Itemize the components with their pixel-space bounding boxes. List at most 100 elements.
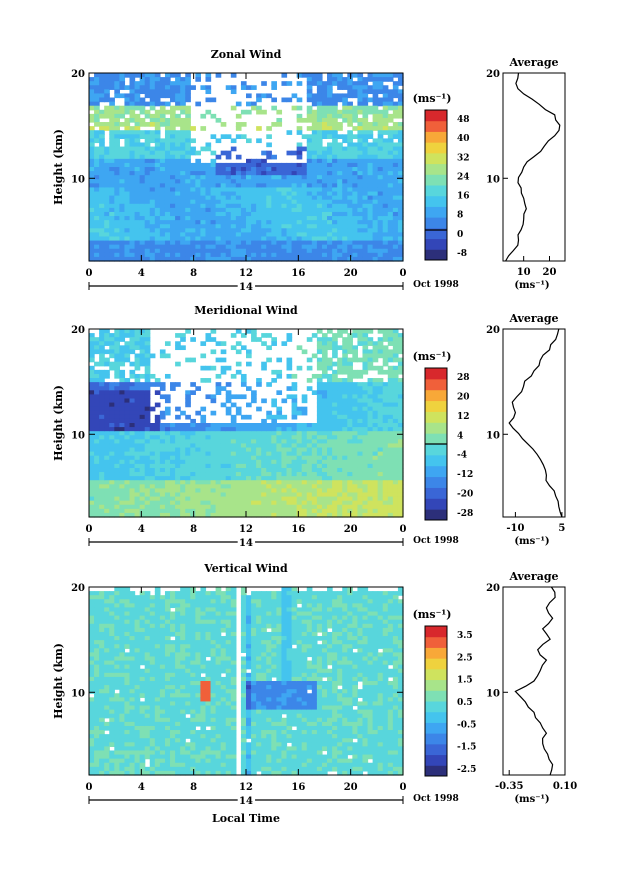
heatmap-cell (94, 476, 100, 481)
heatmap-cell (149, 492, 156, 498)
heatmap-cell (205, 337, 212, 342)
heatmap-cell (99, 211, 105, 217)
heatmap-cell (94, 508, 100, 514)
heatmap-cell (357, 81, 364, 86)
heatmap-cell (327, 361, 333, 367)
heatmap-cell (220, 207, 227, 213)
heatmap-cell (387, 349, 394, 355)
profile-title: Average (508, 312, 558, 325)
heatmap-cell (159, 203, 166, 209)
heatmap-cell (119, 337, 126, 342)
heatmap-cell (210, 467, 217, 473)
heatmap-cell (220, 431, 227, 436)
heatmap-cell (119, 81, 126, 86)
heatmap-cell (377, 134, 384, 139)
heatmap-cell (124, 427, 131, 432)
heatmap-cell (200, 199, 207, 205)
heatmap-cell (104, 504, 110, 510)
heatmap-cell (144, 162, 151, 168)
heatmap-cell (392, 220, 399, 225)
heatmap-cell (195, 179, 202, 184)
heatmap-cell (149, 85, 156, 90)
heatmap-cell (316, 244, 323, 250)
heatmap-cell (352, 349, 359, 355)
heatmap-cell (261, 183, 267, 189)
heatmap-cell (337, 154, 343, 160)
heatmap-cell (94, 101, 100, 107)
heatmap-cell (327, 386, 333, 391)
heatmap-cell (327, 122, 333, 127)
heatmap-cell (342, 484, 348, 489)
heatmap-cell (281, 183, 288, 189)
heatmap-cell (251, 508, 257, 514)
heatmap-cell (337, 431, 343, 436)
heatmap-cell (281, 472, 288, 477)
heatmap-cell (321, 126, 328, 131)
heatmap-cell (291, 203, 298, 209)
heatmap-cell (256, 488, 262, 494)
heatmap-cell (337, 406, 343, 412)
heatmap-cell (205, 427, 212, 432)
heatmap-cell (190, 207, 196, 213)
heatmap-cell (119, 512, 126, 518)
heatmap-cell (276, 167, 283, 172)
heatmap-cell (210, 162, 217, 168)
heatmap-cell (104, 721, 110, 727)
heatmap-cell (256, 423, 262, 428)
heatmap-cell (316, 130, 323, 135)
heatmap-cell (266, 504, 272, 510)
heatmap-cell (109, 591, 115, 596)
heatmap-cell (124, 329, 131, 334)
heatmap-cell (109, 689, 115, 694)
heatmap-cell (159, 508, 166, 514)
heatmap-cell (321, 361, 328, 367)
heatmap-cell (124, 211, 131, 217)
heatmap-cell (367, 365, 374, 371)
heatmap-cell (149, 220, 156, 225)
heatmap-cell (134, 480, 141, 485)
heatmap-cell (311, 476, 318, 481)
heatmap-cell (210, 443, 217, 449)
heatmap-cell (99, 378, 105, 383)
heatmap-cell (301, 175, 308, 180)
heatmap-cell (190, 183, 196, 189)
heatmap-cell (104, 158, 110, 164)
heatmap-cell (382, 73, 389, 78)
heatmap-cell (240, 480, 247, 485)
heatmap-cell (286, 203, 293, 209)
heatmap-cell (119, 154, 126, 160)
heatmap-cell (94, 130, 100, 135)
heatmap-cell (377, 455, 384, 461)
heatmap-cell (205, 333, 212, 338)
heatmap-cell (190, 146, 196, 152)
heatmap-cell (210, 492, 217, 498)
heatmap-cell (124, 353, 131, 359)
heatmap-cell (306, 77, 313, 82)
heatmap-cell (372, 167, 379, 172)
heatmap-cell (357, 512, 364, 518)
day-label: 14 (239, 282, 253, 293)
heatmap-cell (235, 423, 242, 428)
heatmap-cell (129, 236, 136, 242)
heatmap-cell (109, 721, 115, 727)
heatmap-cell (230, 195, 237, 201)
heatmap-cell (89, 256, 95, 262)
heatmap-cell (180, 105, 186, 111)
heatmap-cell (372, 467, 379, 473)
heatmap-cell (205, 175, 212, 180)
heatmap-cell (89, 117, 95, 123)
heatmap-cell (134, 455, 141, 461)
heatmap-cell (387, 451, 394, 457)
heatmap-cell (180, 345, 186, 351)
heatmap-cell (144, 410, 151, 416)
heatmap-cell (276, 459, 283, 465)
heatmap-cell (210, 199, 217, 205)
heatmap-cell (352, 240, 359, 246)
heatmap-cell (377, 378, 384, 383)
heatmap-cell (291, 398, 298, 404)
heatmap-cell (327, 158, 333, 164)
heatmap-cell (220, 183, 227, 189)
heatmap-cell (99, 595, 105, 600)
heatmap-cell (149, 488, 156, 494)
heatmap-cell (175, 451, 181, 457)
